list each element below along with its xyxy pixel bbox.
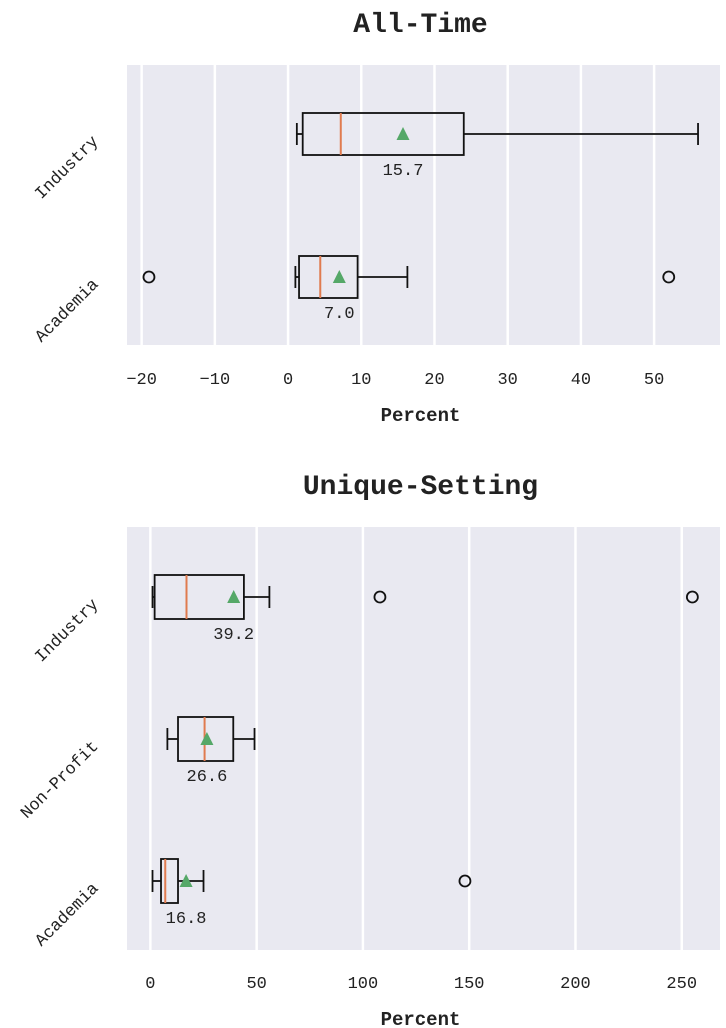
box-academia: 7.0: [142, 255, 676, 324]
x-tick-label: 10: [351, 371, 371, 390]
plot-area: [127, 65, 720, 345]
iqr-box: [177, 716, 235, 762]
mean-triangle-icon: [179, 874, 193, 887]
x-tick-label: 250: [666, 975, 697, 994]
mean-label: 39.2: [213, 626, 254, 645]
outlier-marker: [662, 270, 676, 284]
x-tick-label: 150: [454, 975, 485, 994]
mean-triangle-icon: [396, 127, 410, 140]
y-category-label: Industry: [32, 596, 103, 667]
mean-triangle-icon: [332, 270, 346, 283]
x-tick-label: −10: [200, 371, 231, 390]
y-category-label: Academia: [32, 880, 103, 951]
iqr-box: [301, 112, 465, 156]
x-tick-label: 100: [348, 975, 379, 994]
y-category-label: Non-Profit: [18, 738, 104, 824]
mean-label: 15.7: [383, 162, 424, 181]
chart-title: All-Time: [353, 10, 487, 41]
mean-label: 26.6: [187, 768, 228, 787]
boxplot-panel-all-time: All-Time −20 −10 0 10 20 30 40 50 Percent 15.7 Indu…: [32, 10, 720, 427]
x-axis-label: Percent: [381, 405, 461, 427]
outlier-marker: [142, 270, 156, 284]
x-tick-label: 20: [424, 371, 444, 390]
x-tick-label: 0: [145, 975, 155, 994]
x-tick-label: 30: [497, 371, 517, 390]
plot-area: [127, 527, 720, 950]
mean-label: 7.0: [324, 305, 355, 324]
y-category-label: Academia: [32, 276, 103, 347]
x-tick-label: 200: [560, 975, 591, 994]
mean-triangle-icon: [227, 590, 241, 603]
outlier-marker: [458, 874, 472, 888]
boxplot-panel-unique-setting: Unique-Setting 0 50 100 150 200 250 Percent 39.2…: [18, 472, 720, 1028]
mean-label: 16.8: [166, 910, 207, 929]
outlier-marker: [685, 590, 699, 604]
chart-title: Unique-Setting: [303, 472, 538, 503]
x-tick-label: 50: [644, 371, 664, 390]
x-tick-label: 0: [283, 371, 293, 390]
x-tick-label: 50: [246, 975, 266, 994]
x-axis-label: Percent: [381, 1009, 461, 1028]
box-non-profit: 26.6: [166, 716, 256, 787]
iqr-box: [153, 574, 245, 620]
iqr-box: [160, 858, 179, 904]
x-tick-label: −20: [126, 371, 157, 390]
box-industry: 39.2: [151, 574, 699, 645]
outlier-marker: [373, 590, 387, 604]
iqr-box: [298, 255, 359, 299]
box-industry: 15.7: [295, 112, 699, 181]
mean-triangle-icon: [200, 732, 214, 745]
box-academia: 16.8: [151, 858, 472, 929]
x-tick-label: 40: [571, 371, 591, 390]
y-category-label: Industry: [32, 133, 103, 204]
